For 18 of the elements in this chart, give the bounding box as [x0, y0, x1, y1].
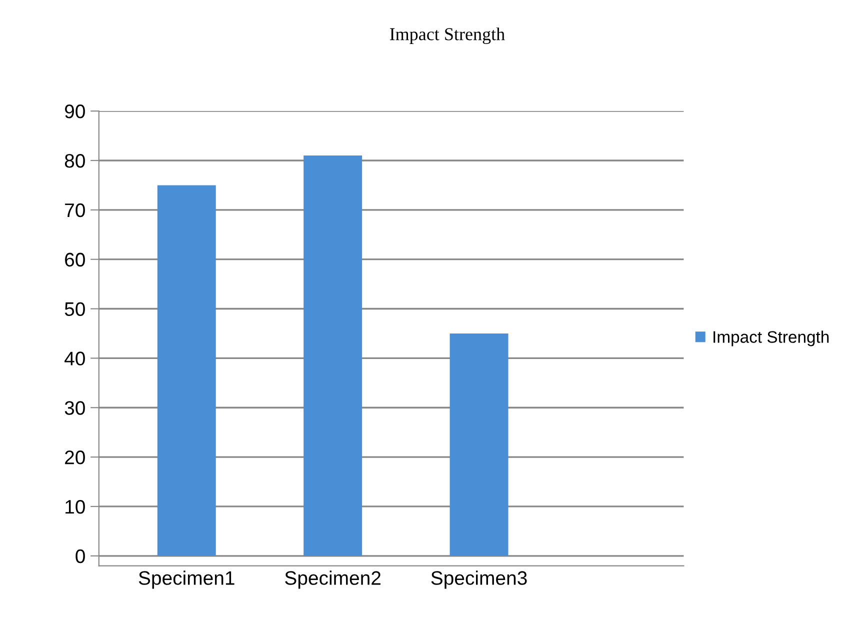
y-tick-label: 30 [64, 401, 85, 415]
y-tick-label: 0 [76, 549, 85, 564]
x-tick-label: Specimen1 [138, 570, 234, 589]
chart-title: Impact Strength [390, 28, 505, 44]
bar [304, 156, 362, 556]
bar [157, 185, 216, 556]
y-tick-label: 80 [64, 154, 85, 168]
y-tick-label: 50 [64, 302, 85, 316]
y-tick-label: 70 [65, 203, 85, 218]
y-tick-label: 40 [64, 352, 85, 366]
x-tick-label: Specimen3 [431, 570, 527, 589]
y-tick-label: 90 [64, 104, 85, 118]
y-tick-label: 20 [65, 450, 85, 464]
x-tick-label: Specimen2 [285, 570, 380, 589]
y-tick-label: 60 [65, 252, 85, 267]
bar [450, 333, 508, 556]
legend-label: Impact Strength [714, 330, 829, 346]
y-tick-label: 10 [66, 500, 85, 514]
